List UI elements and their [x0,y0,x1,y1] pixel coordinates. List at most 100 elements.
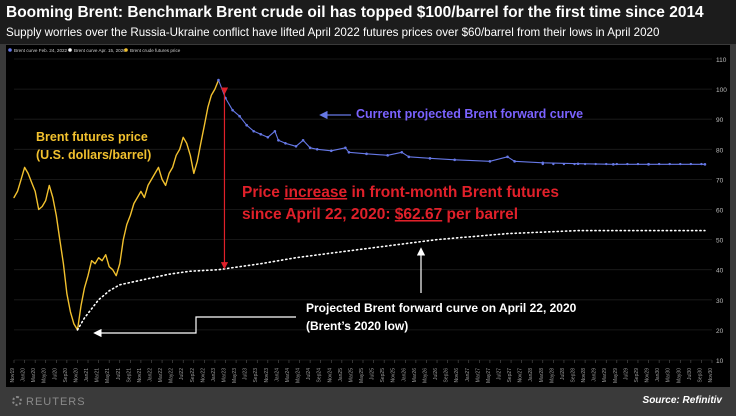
x-tick-label: Mar21 [95,368,101,382]
series-point [407,155,411,159]
x-tick-label: Nov23 [264,368,270,383]
reuters-brand: REUTERS [26,396,86,408]
x-tick-label: Sep25 [380,368,386,383]
series-point [541,162,544,166]
series-point [605,162,608,166]
x-tick-label: Mar26 [412,368,418,382]
low-point-arrow [93,316,296,338]
x-tick-label: Jan22 [147,368,153,382]
increase-part-a: Price [242,184,284,201]
series-point [301,138,305,142]
y-tick-label: 10 [716,358,724,365]
series-point [365,152,368,156]
series-point [636,162,640,166]
x-tick-label: Mar23 [222,368,228,382]
legend-label: Brent curve Apr. 15, 2020 [74,48,126,53]
increase-amount: $62.67 [395,206,442,223]
series-point [308,146,312,150]
series-group [13,78,707,331]
x-tick-label: May21 [105,368,111,383]
series-point [266,135,270,139]
series-point [217,78,220,82]
x-tick-label: Nov27 [518,368,524,383]
x-tick-label: May29 [613,368,619,383]
x-tick-label: May28 [549,368,555,383]
series-point [513,160,516,163]
series-point [284,141,287,145]
x-tick-label: Jan21 [84,368,90,382]
x-tick-label: May24 [296,368,302,383]
x-tick-label: May30 [676,368,682,383]
gridlines [14,58,712,361]
x-tick-label: May26 [422,368,428,383]
x-tick-label: Jul28 [560,368,566,380]
annotation-arrows [93,87,426,338]
increase-part-f: per barrel [442,206,518,223]
x-tick-label: Sep22 [190,368,196,383]
x-tick-label: Jan28 [528,368,534,382]
series-point [626,162,629,166]
x-tick-label: Jul25 [370,368,376,380]
reuters-logo: REUTERS [12,396,86,408]
x-tick-label: May20 [42,368,48,383]
x-tick-label: Nov22 [200,368,206,383]
series-point [245,123,248,127]
series-point [400,151,404,154]
y-tick-label: 90 [716,117,724,124]
x-tick-label: Nov25 [391,368,397,383]
x-tick-label: Jan27 [465,368,471,382]
x-tick-label: Nov19 [10,368,16,383]
legend-marker [124,48,128,52]
x-tick-label: Sep20 [63,368,69,383]
y-tick-label: 110 [716,57,727,64]
plot-area: Brent curve Feb. 24, 2022 Brent curve Apr… [6,45,730,387]
futures-label-line2: (U.S. dollars/barrel) [36,148,151,162]
series-point [277,138,280,142]
increase-part-d: since April 22, 2020: [242,206,395,223]
x-tick-label: Sep24 [317,368,323,383]
x-tick-label: Jul21 [116,368,122,380]
series-point [611,163,615,166]
series-point [668,162,671,166]
x-tick-label: Nov21 [137,368,143,383]
x-tick-label: Mar29 [602,368,608,382]
series-point [231,108,234,112]
increase-word: increase [284,184,347,201]
source-note: Source: Refinitiv [642,395,722,406]
y-tick-label: 80 [716,147,724,154]
series-point [647,162,650,166]
futures-label-line1: Brent futures price [36,130,148,144]
x-tick-label: Mar24 [285,368,291,382]
series-point [679,162,682,166]
x-tick-label: Jul29 [623,368,629,380]
y-tick-label: 60 [716,208,724,215]
series-point [294,144,298,148]
x-tick-label: Sep23 [253,368,259,383]
x-tick-label: Jul30 [687,368,693,380]
series-point [428,157,432,160]
x-tick-label: Sep21 [126,368,132,383]
series-point [259,132,263,136]
annotations: Brent futures price (U.S. dollars/barrel… [36,107,583,333]
series-point [329,149,333,153]
legend-marker [8,48,12,52]
x-tick-label: Jul20 [52,368,58,380]
x-tick-label: Sep27 [507,368,513,383]
x-tick-label: Mar20 [31,368,37,382]
x-tick-label: Jul26 [433,368,439,380]
increase-part-c: in front-month Brent futures [347,184,559,201]
x-tick-label: Nov20 [73,368,79,383]
x-tick-label: May22 [169,368,175,383]
x-tick-label: Mar27 [475,368,481,382]
series-point [689,162,693,166]
series-point [506,155,509,159]
series-point [488,160,492,163]
chart-svg: Brent curve Feb. 24, 2022 Brent curve Apr… [8,48,727,383]
y-tick-label: 40 [716,268,724,275]
x-tick-label: Mar25 [348,368,354,382]
x-tick-label: May27 [486,368,492,383]
x-tick-label: Mar28 [539,368,545,382]
increase-label-line1: Price increase in front-month Brent futu… [242,184,559,201]
legend: Brent curve Feb. 24, 2022 Brent curve Apr… [8,48,181,53]
x-tick-label: Jan29 [592,368,598,382]
